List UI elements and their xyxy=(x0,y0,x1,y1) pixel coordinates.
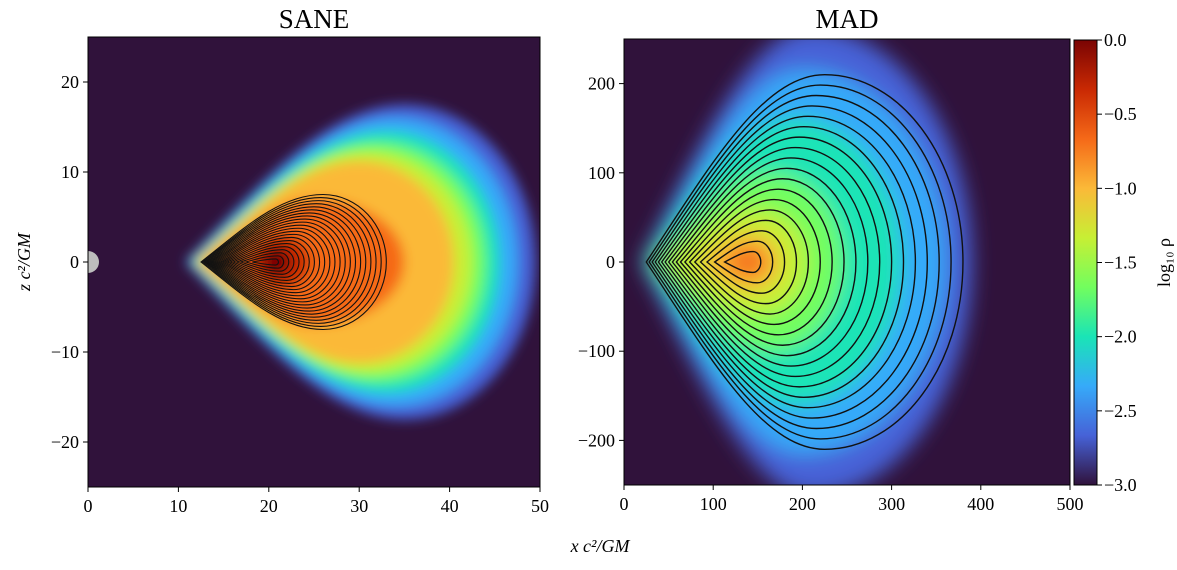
y-tick-label: −20 xyxy=(51,432,79,452)
contour-line xyxy=(648,84,952,440)
contour-line xyxy=(671,157,869,367)
contour-line xyxy=(207,209,362,315)
contour-line xyxy=(221,233,321,291)
chart-title: MAD xyxy=(815,4,878,34)
x-axis-label: x c²/GM xyxy=(570,536,631,556)
x-tick-label: 300 xyxy=(878,494,905,514)
contour-line xyxy=(238,252,290,272)
contour-line xyxy=(205,206,367,318)
x-tick-label: 10 xyxy=(169,496,187,516)
contour-line xyxy=(660,126,905,398)
y-tick-label: −10 xyxy=(51,342,79,362)
black-hole xyxy=(88,251,99,273)
contour-line xyxy=(645,73,964,451)
contour-line xyxy=(705,230,786,294)
y-tick-label: 10 xyxy=(61,162,79,182)
chart-title: SANE xyxy=(279,4,350,34)
contour-line xyxy=(679,178,845,346)
x-tick-label: 40 xyxy=(441,496,459,516)
colorbar xyxy=(1073,39,1098,486)
contour-line xyxy=(213,221,341,303)
x-tick-label: 30 xyxy=(350,496,368,516)
contour-line xyxy=(215,224,336,300)
contour-line xyxy=(657,115,917,409)
plot-area xyxy=(88,37,540,487)
colorbar-tick-label: −3.0 xyxy=(1104,475,1137,495)
colorbar-tick-label: −2.5 xyxy=(1104,401,1137,421)
contour-line xyxy=(211,218,346,306)
density-level xyxy=(722,246,767,278)
contour-line xyxy=(723,250,762,274)
x-tick-label: 500 xyxy=(1057,494,1084,514)
colorbar-label: log₁₀ ρ xyxy=(1154,238,1174,287)
contour-line xyxy=(235,249,295,275)
x-tick-label: 200 xyxy=(789,494,816,514)
density-level xyxy=(259,248,292,276)
contour-line xyxy=(226,239,310,285)
contour-line xyxy=(252,258,280,266)
contour-line xyxy=(208,212,357,312)
contour-line xyxy=(683,188,833,336)
colorbar-tick-label: −1.0 xyxy=(1104,178,1137,198)
contour-line xyxy=(651,94,940,430)
y-tick-label: 0 xyxy=(606,252,615,272)
contour-line xyxy=(713,240,774,284)
y-tick-label: 0 xyxy=(70,252,79,272)
x-tick-label: 0 xyxy=(620,494,629,514)
x-tick-label: 50 xyxy=(531,496,549,516)
contour-line xyxy=(219,230,326,294)
contour-line xyxy=(699,219,798,305)
contour-line xyxy=(204,203,372,321)
x-tick-label: 100 xyxy=(700,494,727,514)
contour-line xyxy=(229,243,305,281)
contour-line xyxy=(231,246,300,278)
colorbar-tick-label: −1.5 xyxy=(1104,253,1137,273)
y-tick-label: 100 xyxy=(588,163,615,183)
colorbar-tick-label: −2.0 xyxy=(1104,327,1137,347)
y-tick-label: −200 xyxy=(578,430,615,450)
contour-line xyxy=(210,215,351,309)
x-tick-label: 20 xyxy=(260,496,278,516)
colorbar-tick-label: −0.5 xyxy=(1104,104,1137,124)
x-tick-label: 0 xyxy=(84,496,93,516)
contour-line xyxy=(675,167,857,357)
contour-line xyxy=(667,146,881,378)
contour-line xyxy=(693,209,810,315)
plot-area xyxy=(624,39,1070,485)
contour-line xyxy=(688,198,821,326)
x-tick-label: 400 xyxy=(967,494,994,514)
contour-line xyxy=(217,227,331,297)
contour-line xyxy=(200,193,387,331)
contour-line xyxy=(201,197,382,327)
y-tick-label: 200 xyxy=(588,74,615,94)
y-tick-label: 20 xyxy=(61,72,79,92)
contour-line xyxy=(654,105,928,419)
y-tick-label: −100 xyxy=(578,341,615,361)
contour-line xyxy=(223,236,315,288)
y-axis-label: z c²/GM xyxy=(14,232,34,292)
colorbar-tick-label: 0.0 xyxy=(1104,30,1127,50)
contour-line xyxy=(243,255,285,269)
contour-line xyxy=(664,136,893,388)
contour-line xyxy=(202,200,377,324)
